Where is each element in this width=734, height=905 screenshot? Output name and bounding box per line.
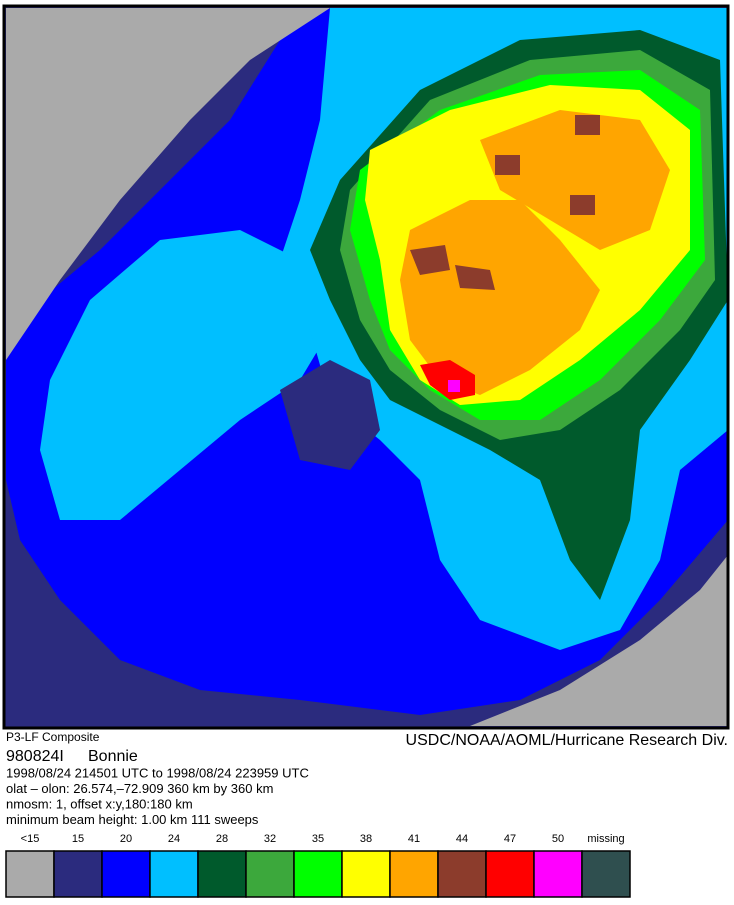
legend-label: 35 <box>312 833 324 845</box>
legend-label: 32 <box>264 833 276 845</box>
echo-44 <box>570 195 595 215</box>
echo-41 <box>400 200 600 395</box>
legend-label: 38 <box>360 833 372 845</box>
legend-swatch <box>533 850 583 898</box>
missing-region <box>6 8 330 360</box>
legend-swatch <box>485 850 535 898</box>
echo-44 <box>410 245 450 275</box>
legend-label: missing <box>587 833 624 845</box>
legend-swatch <box>389 850 439 898</box>
info-block: 1998/08/24 214501 UTC to 1998/08/24 2239… <box>6 765 309 827</box>
legend-label: 15 <box>72 833 84 845</box>
legend-swatch <box>581 850 631 898</box>
color-legend: <15 15 20 24 28 32 35 38 41 44 47 50 missing <box>5 833 631 898</box>
info-line: nmosm: 1, offset x:y,180:180 km <box>6 796 193 811</box>
echo-44 <box>455 265 495 290</box>
legend-label: 47 <box>504 833 516 845</box>
echo-44 <box>575 115 600 135</box>
echo-41 <box>480 110 670 250</box>
missing-region <box>470 555 728 726</box>
radar-image <box>2 4 730 730</box>
echo-15 <box>280 360 380 470</box>
product-label: P3-LF Composite <box>6 730 100 744</box>
legend-label: <15 <box>21 833 40 845</box>
image-border <box>2 4 730 730</box>
echo-44 <box>495 155 520 175</box>
legend-swatch <box>293 850 343 898</box>
legend-label: 44 <box>456 833 468 845</box>
flight-id: 980824I <box>6 748 64 765</box>
legend-label: 24 <box>168 833 180 845</box>
legend-swatch <box>5 850 55 898</box>
legend-label: 50 <box>552 833 564 845</box>
legend-label: 41 <box>408 833 420 845</box>
agency-label: USDC/NOAA/AOML/Hurricane Research Div. <box>406 732 728 749</box>
legend-swatch <box>53 850 103 898</box>
echo-24 <box>40 230 330 520</box>
info-line: 1998/08/24 214501 UTC to 1998/08/24 2239… <box>6 765 309 780</box>
legend-swatch <box>101 850 151 898</box>
legend-label: 28 <box>216 833 228 845</box>
legend-swatch <box>197 850 247 898</box>
info-line: olat – olon: 26.574,–72.909 360 km by 36… <box>6 781 273 796</box>
legend-swatch <box>437 850 487 898</box>
echo-50 <box>448 380 460 392</box>
legend-swatch <box>341 850 391 898</box>
legend-swatch <box>245 850 295 898</box>
info-line: minimum beam height: 1.00 km 111 sweeps <box>6 812 259 827</box>
legend-label: 20 <box>120 833 132 845</box>
legend-swatch <box>149 850 199 898</box>
echo-47 <box>420 360 475 400</box>
storm-name: Bonnie <box>88 748 138 765</box>
